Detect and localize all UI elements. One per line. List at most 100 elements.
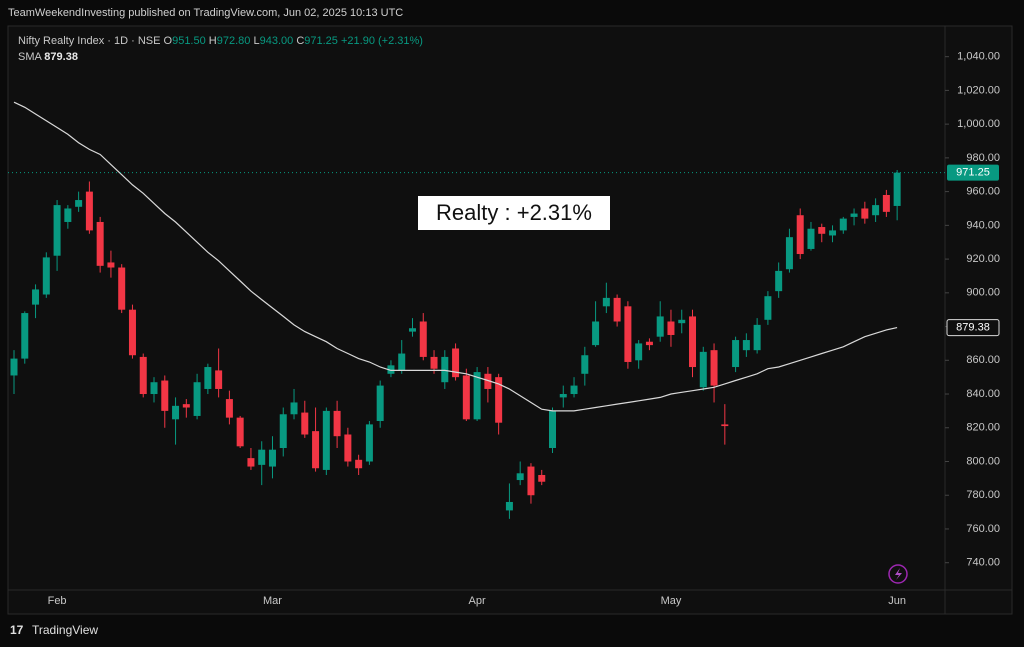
candle-body [322, 410, 330, 470]
candle-body [75, 200, 83, 207]
legend-item: O [164, 35, 173, 47]
candle-body [279, 414, 287, 448]
candle-body [861, 208, 869, 219]
candle-body [645, 341, 653, 346]
candle-body [53, 205, 61, 256]
candle-body [408, 328, 416, 332]
candle-body [258, 449, 266, 465]
candle-body [42, 257, 50, 295]
candle-body [430, 356, 438, 369]
annotation: Realty : +2.31% [436, 200, 592, 225]
candle-body [236, 417, 244, 447]
candle-body [581, 355, 589, 374]
candle-body [290, 402, 298, 415]
last-price-tag [947, 164, 999, 181]
candle-body [268, 449, 276, 467]
candle-body [452, 348, 460, 378]
candle-body [570, 385, 578, 395]
candle-body [85, 191, 93, 231]
candle-body [689, 316, 697, 368]
legend-separator: · [104, 35, 114, 47]
candle-body [398, 353, 406, 371]
y-tick-label: 940.00 [966, 219, 1000, 231]
candle-body [10, 358, 18, 376]
candle-body [462, 375, 470, 420]
candle-body [893, 172, 901, 206]
candle-body [624, 306, 632, 362]
candle-body [882, 194, 890, 212]
candle-body [365, 424, 373, 462]
x-tick-label: May [661, 595, 682, 607]
sma-tag [946, 319, 1000, 337]
candle-body [96, 221, 104, 266]
candle-body [128, 309, 136, 356]
candle-body [872, 205, 880, 216]
y-tick-label: 900.00 [966, 287, 1000, 299]
legend-item: 972.80 [217, 35, 251, 47]
y-tick-label: 740.00 [966, 557, 1000, 569]
candle-body [721, 424, 729, 427]
candle-body [742, 340, 750, 351]
candle-body [387, 365, 395, 374]
candle-body [710, 350, 718, 386]
y-tick-label: 980.00 [966, 152, 1000, 164]
candle-body [807, 228, 815, 249]
legend-item: C [296, 35, 304, 47]
y-tick-label: 860.00 [966, 354, 1000, 366]
y-tick-label: 1,040.00 [957, 51, 1000, 63]
candle-body [818, 227, 826, 234]
last-price-label: 971.25 [956, 167, 990, 179]
candle-body [602, 297, 610, 307]
candle-body [538, 474, 546, 482]
x-tick-label: Mar [263, 595, 282, 607]
candle-body [441, 356, 449, 383]
annotation-box [418, 196, 610, 230]
sma-legend-name: SMA [18, 51, 43, 63]
candle-body [764, 296, 772, 320]
candle-body [301, 412, 309, 435]
logo-mark: 17 [10, 623, 24, 637]
candle-body [118, 267, 126, 310]
candle-body [172, 405, 180, 420]
y-tick-label: 960.00 [966, 186, 1000, 198]
candle-body [21, 313, 29, 359]
y-tick-label: 760.00 [966, 523, 1000, 535]
footer-logo: 17 TradingView [10, 623, 98, 637]
candle-body [161, 380, 169, 411]
candle-body [333, 410, 341, 437]
candle-body [204, 367, 212, 389]
candle-body [312, 431, 320, 469]
candle-body [753, 324, 761, 351]
legend-item: NSE [138, 35, 161, 47]
candle-body [495, 377, 503, 423]
y-tick-label: 1,000.00 [957, 118, 1000, 130]
candle-body [139, 356, 147, 395]
x-tick-label: Jun [888, 595, 906, 607]
candle-body [592, 321, 600, 346]
x-tick-label: Apr [469, 595, 486, 607]
candle-body [839, 218, 847, 231]
candle-body [64, 208, 72, 222]
candle-body [150, 382, 158, 395]
legend-item: H [209, 35, 217, 47]
event-icon[interactable] [888, 564, 908, 584]
candle-body [796, 215, 804, 255]
candle-body [635, 343, 643, 361]
legend-item: 1D [114, 35, 128, 47]
sma-legend-value: 879.38 [44, 51, 78, 63]
legend-item: 943.00 [260, 35, 294, 47]
legend-item: 971.25 [304, 35, 338, 47]
candle-body [699, 351, 707, 388]
candle-body [32, 289, 40, 305]
candle-body [656, 316, 664, 337]
candle-body [829, 230, 837, 236]
candle-body [484, 373, 492, 389]
y-tick-label: 820.00 [966, 422, 1000, 434]
candle-body [225, 399, 233, 418]
legend-item: 951.50 [172, 35, 206, 47]
sma-tag-label: 879.38 [956, 322, 990, 334]
header: TeamWeekendInvesting published on Tradin… [8, 7, 403, 19]
candle-body [850, 213, 858, 217]
candle-body [549, 410, 556, 448]
